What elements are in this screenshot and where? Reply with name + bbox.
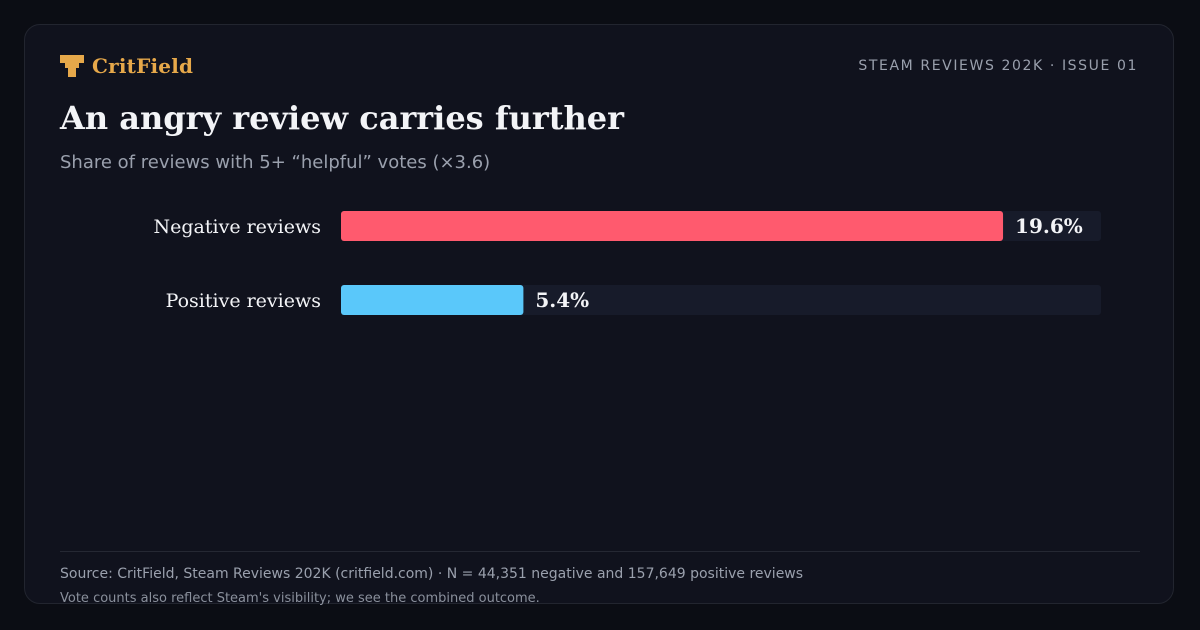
issue-label: STEAM REVIEWS 202K · ISSUE 01 <box>858 58 1138 74</box>
chart-subtitle: Share of reviews with 5+ “helpful” votes… <box>60 152 491 173</box>
bar-positive-reviews <box>341 285 524 315</box>
value-label-positive-reviews: 5.4% <box>535 288 589 312</box>
category-label-positive-reviews: Positive reviews <box>166 290 321 312</box>
category-label-negative-reviews: Negative reviews <box>154 216 321 238</box>
value-label-negative-reviews: 19.6% <box>1015 214 1083 238</box>
bar-chart: Negative reviews 19.6% Positive reviews 5.4… <box>154 211 1101 315</box>
brand: CritField <box>60 53 193 79</box>
footer-divider <box>60 551 1140 552</box>
source-note: Source: CritField, Steam Reviews 202K (c… <box>60 566 804 582</box>
chart-card: CritField STEAM REVIEWS 202K · ISSUE 01 … <box>24 24 1174 606</box>
chart-title: An angry review carries further <box>60 99 624 137</box>
bar-track-positive-reviews <box>341 285 1101 315</box>
brand-name: CritField <box>92 54 194 78</box>
anvil-icon <box>60 55 84 77</box>
bar-negative-reviews <box>341 211 1004 241</box>
caveat-note: Vote counts also reflect Steam's visibil… <box>60 591 540 606</box>
